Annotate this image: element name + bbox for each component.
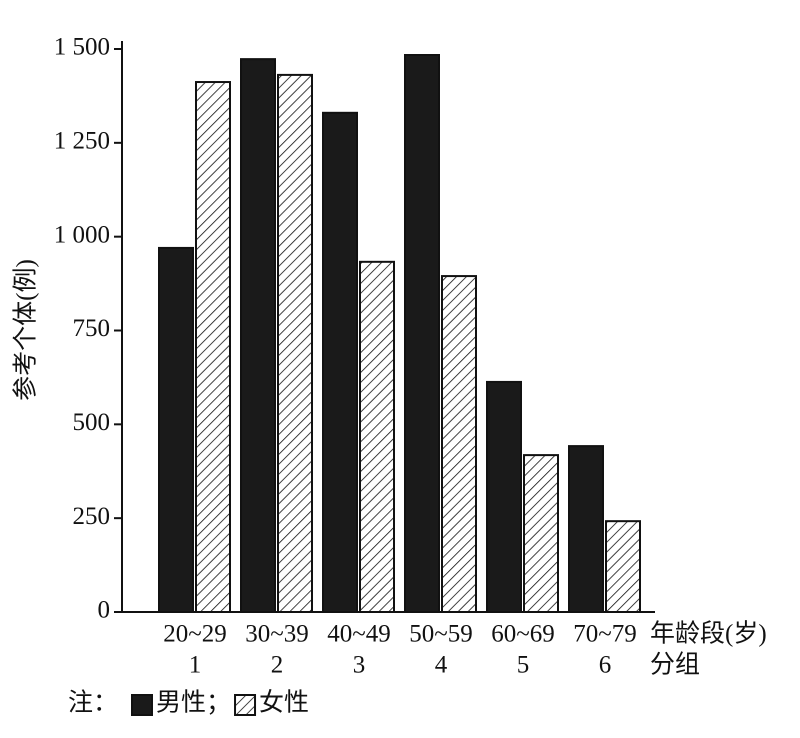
bar — [240, 58, 276, 614]
y-tick-label: 0 — [98, 597, 111, 624]
y-tick-label: 1 250 — [54, 128, 110, 155]
bar — [486, 380, 522, 613]
legend-swatch — [234, 694, 257, 716]
x-tick-label: 30~39 — [245, 621, 309, 648]
legend-note: 注： — [68, 689, 118, 717]
y-tick-label: 500 — [73, 409, 111, 436]
legend-separator: ； — [206, 690, 231, 717]
bar — [523, 454, 559, 613]
legend-label: 女性 — [259, 689, 309, 717]
group-label: 6 — [599, 652, 612, 679]
bar — [404, 54, 440, 614]
bar — [605, 520, 641, 613]
bar — [195, 81, 231, 613]
y-tick-label: 1 500 — [54, 34, 110, 61]
x-tick-label: 40~49 — [327, 621, 391, 648]
bar — [158, 246, 194, 613]
x-tick-label: 70~79 — [573, 621, 637, 648]
group-label: 4 — [435, 652, 448, 679]
x-tick-label: 50~59 — [409, 621, 473, 648]
y-tick-label: 750 — [73, 315, 111, 342]
y-tick-label: 1 000 — [54, 221, 110, 248]
x-tick-label: 60~69 — [491, 621, 555, 648]
y-tick-label: 250 — [73, 503, 111, 530]
bar — [441, 275, 477, 613]
bar — [359, 260, 395, 613]
legend-swatch — [131, 694, 153, 716]
group-label: 1 — [189, 652, 202, 679]
x-axis-label: 分组 — [650, 651, 700, 679]
bar — [322, 111, 358, 613]
group-label: 3 — [353, 652, 366, 679]
legend-label: 男性 — [156, 689, 206, 717]
group-label: 5 — [517, 652, 530, 679]
x-axis-label: 年龄段(岁) — [650, 620, 767, 648]
bar — [277, 73, 313, 613]
y-axis-label: 参考个体(例) — [12, 259, 40, 401]
x-tick-label: 20~29 — [163, 621, 227, 648]
group-label: 2 — [271, 652, 284, 679]
bar — [568, 445, 604, 613]
